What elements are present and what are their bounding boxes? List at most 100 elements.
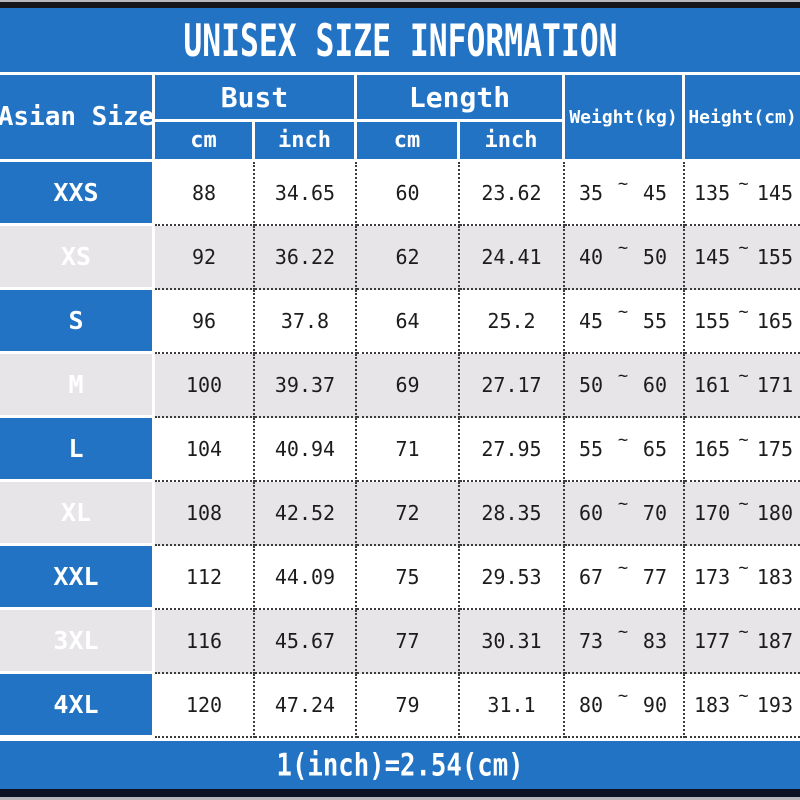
tilde-glyph: ~ [617,622,629,642]
height-max: 155 [756,245,793,269]
bust-cm-cell: 104 [155,418,255,482]
table-header: Asian Size Bust Length Weight(kg) Height… [0,75,800,162]
subheader-length-inch: inch [460,122,565,162]
top-border-bar [0,0,800,8]
header-asian-size: Asian Size [0,75,155,162]
tilde-glyph: ~ [617,494,629,514]
bust-inch-cell: 36.22 [255,226,357,290]
tilde-glyph: ~ [617,430,629,450]
height-range-cell: 155 ~165 [685,290,800,354]
height-min: 161 [694,373,731,397]
bust-cm-cell: 120 [155,674,255,738]
height-range-cell: 170 ~180 [685,482,800,546]
bust-cm-cell: 100 [155,354,255,418]
height-max: 183 [756,565,793,589]
weight-min: 80 [579,693,604,717]
table-row: M 100 39.37 69 27.17 50 ~60 161 ~171 [0,354,800,418]
height-range-cell: 165 ~175 [685,418,800,482]
length-inch-cell: 25.2 [460,290,565,354]
table-row: 3XL 116 45.67 77 30.31 73 ~83 177 ~187 [0,610,800,674]
bust-inch-cell: 47.24 [255,674,357,738]
length-cm-cell: 71 [357,418,460,482]
height-range-cell: 145 ~155 [685,226,800,290]
length-inch-cell: 27.17 [460,354,565,418]
height-min: 183 [694,693,731,717]
weight-max: 60 [642,373,667,397]
height-min: 135 [694,181,731,205]
bust-inch-cell: 39.37 [255,354,357,418]
height-max: 171 [756,373,793,397]
tilde-glyph: ~ [738,174,749,194]
height-min: 177 [694,629,731,653]
weight-max: 50 [642,245,667,269]
subheader-length-cm: cm [357,122,460,162]
height-max: 193 [756,693,793,717]
weight-max: 83 [642,629,667,653]
table-row: S 96 37.8 64 25.2 45 ~55 155 ~165 [0,290,800,354]
length-cm-cell: 72 [357,482,460,546]
tilde-glyph: ~ [738,366,749,386]
height-min: 145 [694,245,731,269]
weight-range-cell: 50 ~60 [565,354,685,418]
weight-min: 67 [579,565,604,589]
height-max: 175 [756,437,793,461]
weight-range-cell: 80 ~90 [565,674,685,738]
length-cm-cell: 69 [357,354,460,418]
header-height: Height(cm) [685,75,800,162]
weight-max: 45 [642,181,667,205]
weight-min: 40 [579,245,604,269]
table-row: 4XL 120 47.24 79 31.1 80 ~90 183 ~193 [0,674,800,738]
weight-range-cell: 67 ~77 [565,546,685,610]
height-max: 180 [756,501,793,525]
weight-max: 77 [642,565,667,589]
title-bar: UNISEX SIZE INFORMATION [0,8,800,75]
tilde-glyph: ~ [617,366,629,386]
bust-inch-cell: 40.94 [255,418,357,482]
weight-min: 45 [579,309,604,333]
tilde-glyph: ~ [617,558,629,578]
weight-min: 73 [579,629,604,653]
tilde-glyph: ~ [617,238,629,258]
weight-range-cell: 60 ~70 [565,482,685,546]
bust-cm-cell: 88 [155,162,255,226]
weight-range-cell: 73 ~83 [565,610,685,674]
size-cell: XXL [0,546,155,610]
tilde-glyph: ~ [738,622,749,642]
header-bust: Bust [155,75,357,122]
header-length: Length [357,75,565,122]
weight-max: 70 [642,501,667,525]
height-range-cell: 177 ~187 [685,610,800,674]
bust-inch-cell: 44.09 [255,546,357,610]
bust-cm-cell: 112 [155,546,255,610]
weight-min: 50 [579,373,604,397]
height-range-cell: 135 ~145 [685,162,800,226]
bust-inch-cell: 45.67 [255,610,357,674]
subheader-bust-inch: inch [255,122,357,162]
length-inch-cell: 27.95 [460,418,565,482]
tilde-glyph: ~ [738,302,749,322]
height-max: 145 [756,181,793,205]
length-inch-cell: 29.53 [460,546,565,610]
height-range-cell: 183 ~193 [685,674,800,738]
length-inch-cell: 23.62 [460,162,565,226]
height-min: 173 [694,565,731,589]
tilde-glyph: ~ [738,430,749,450]
bust-cm-cell: 96 [155,290,255,354]
tilde-glyph: ~ [617,302,629,322]
tilde-glyph: ~ [617,686,629,706]
length-cm-cell: 79 [357,674,460,738]
length-cm-cell: 77 [357,610,460,674]
weight-range-cell: 45 ~55 [565,290,685,354]
table-row: XXL 112 44.09 75 29.53 67 ~77 173 ~183 [0,546,800,610]
height-min: 155 [694,309,731,333]
tilde-glyph: ~ [738,558,749,578]
height-min: 165 [694,437,731,461]
tilde-glyph: ~ [738,238,749,258]
bust-inch-cell: 37.8 [255,290,357,354]
bust-cm-cell: 116 [155,610,255,674]
bottom-border-bar [0,789,800,797]
length-cm-cell: 62 [357,226,460,290]
tilde-glyph: ~ [738,494,749,514]
bust-inch-cell: 34.65 [255,162,357,226]
